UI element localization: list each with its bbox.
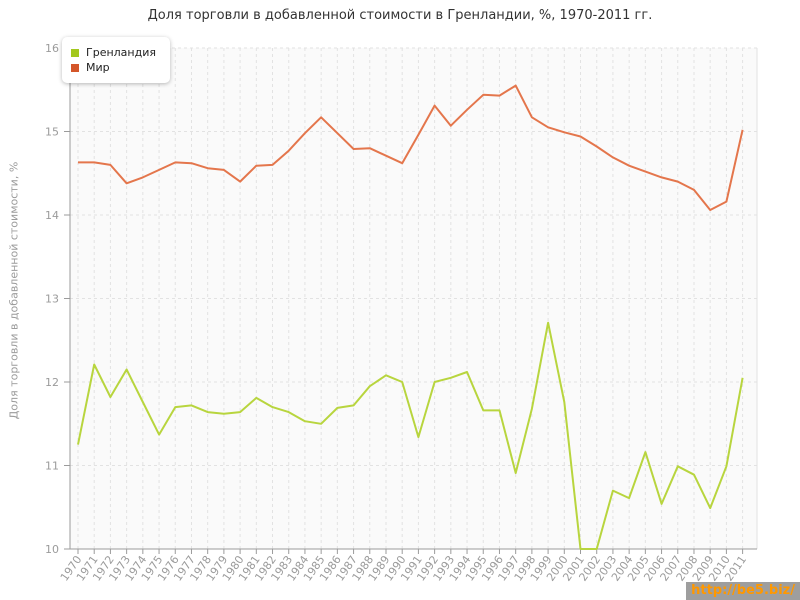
legend-item-greenland: Гренландия (71, 46, 156, 59)
y-tick-label: 16 (45, 42, 59, 55)
y-tick-label: 11 (45, 460, 59, 473)
y-tick-label: 15 (45, 126, 59, 139)
y-axis-title: Доля торговли в добавленной стоимости, % (7, 161, 21, 420)
y-tick-label: 13 (45, 293, 59, 306)
y-tick-label: 12 (45, 376, 59, 389)
legend-item-world: Мир (71, 61, 156, 74)
legend-label-greenland: Гренландия (86, 46, 156, 59)
greenland-swatch-icon (71, 48, 79, 57)
y-tick-label: 10 (45, 543, 59, 556)
world-swatch-icon (71, 63, 79, 72)
world-line (78, 84, 744, 211)
greenland-line (77, 321, 744, 550)
chart-title: Доля торговли в добавленной стоимости в … (147, 8, 653, 23)
watermark-link[interactable]: http://be5.biz/ (686, 582, 800, 600)
legend: Гренландия Мир (62, 37, 170, 83)
y-tick-label: 14 (45, 209, 59, 222)
legend-label-world: Мир (86, 61, 110, 74)
